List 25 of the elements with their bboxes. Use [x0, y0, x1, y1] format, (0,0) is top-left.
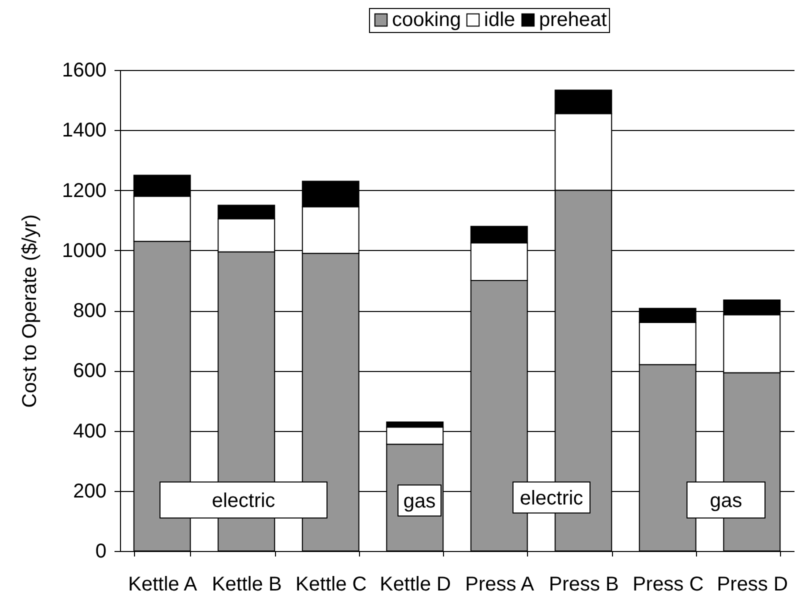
y-tick-label: 200 — [73, 480, 106, 502]
x-tick-label: Kettle B — [212, 574, 282, 596]
x-tick-label: Press A — [465, 574, 535, 596]
x-tick-label: Kettle A — [128, 574, 198, 596]
annotation: electric — [212, 490, 276, 512]
x-tick-label: Press D — [716, 574, 788, 596]
y-tick-label: 1200 — [62, 180, 106, 202]
y-tick-label: 1400 — [62, 120, 106, 142]
annotation: electric — [520, 488, 584, 510]
legend-label: cooking — [392, 9, 461, 31]
y-tick-label: 600 — [73, 360, 106, 382]
y-axis-title: Cost to Operate ($/yr) — [19, 214, 42, 408]
y-tick-label: 800 — [73, 300, 106, 322]
x-tick-label: Press C — [632, 574, 704, 596]
x-tick-label: Kettle D — [380, 574, 451, 596]
legend-label: idle — [484, 9, 516, 31]
y-tick-label: 1000 — [62, 240, 106, 262]
annotation: gas — [710, 490, 742, 512]
x-tick-label: Kettle C — [296, 574, 367, 596]
annotation: gas — [403, 490, 436, 512]
y-tick-label: 1600 — [62, 60, 106, 82]
y-tick-label: 400 — [73, 420, 106, 442]
y-tick-label: 0 — [95, 540, 106, 562]
x-tick-label: Press B — [548, 574, 619, 596]
legend-label: preheat — [539, 9, 608, 31]
